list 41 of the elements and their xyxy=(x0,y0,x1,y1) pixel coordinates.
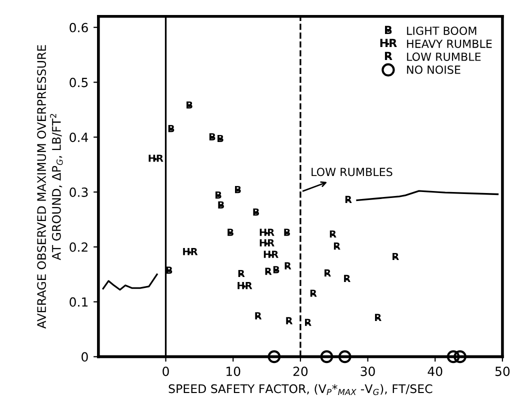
y-tick-label: 0.5 xyxy=(70,78,88,88)
y-axis-title: AVERAGE OBSERVED MAXIMUM OVERPRESSURE AT GROUND, ΔP$_{G}$, LB/FT$^{2}$ xyxy=(37,45,63,329)
y-tick-label: 0.1 xyxy=(70,297,88,307)
annotation: LOW RUMBLES xyxy=(312,168,392,176)
x-tick-label: 0 xyxy=(162,366,169,376)
x-tick-label: 40 xyxy=(428,366,442,376)
data-label: B xyxy=(235,186,241,194)
legend-label: HEAVY RUMBLE xyxy=(407,40,492,48)
data-label: B xyxy=(273,266,280,274)
data-label: B xyxy=(209,133,216,140)
data-label: HR xyxy=(183,248,198,256)
data-label: B xyxy=(186,101,192,109)
data-label: HR xyxy=(148,154,164,162)
x-tick-label: 10 xyxy=(226,366,240,376)
data-label: HR xyxy=(260,239,274,246)
data-label: B xyxy=(218,201,224,208)
y-tick-label: 0.3 xyxy=(70,188,88,197)
text: HR xyxy=(380,38,397,47)
x-axis-title: SPEED SAFETY FACTOR, (V$_{P}$*$_{MAX}$ -V$_{G}$), FT/SEC xyxy=(168,384,432,396)
legend-label: LIGHT BOOM xyxy=(407,26,476,35)
data-label: B xyxy=(228,228,234,236)
x-tick-label: 50 xyxy=(495,366,510,376)
text: R xyxy=(384,52,392,60)
data-label: B xyxy=(284,228,290,236)
data-label: HR xyxy=(260,228,274,236)
text: B xyxy=(385,26,392,34)
y-tick-label: 0 xyxy=(82,352,88,362)
data-label: B xyxy=(253,208,260,216)
y-tick-label: 0.4 xyxy=(70,132,88,142)
data-label: B xyxy=(166,266,172,274)
y-tick-label: 0.6 xyxy=(70,22,88,32)
data-label: B xyxy=(215,191,222,199)
data-label: B xyxy=(217,134,224,142)
legend-label: LOW RUMBLE xyxy=(407,52,481,61)
data-label: HR xyxy=(238,282,252,290)
x-tick-label: 30 xyxy=(360,366,375,376)
x-tick-label: 20 xyxy=(293,366,308,376)
data-label: HR xyxy=(264,250,278,258)
legend-label: NO NOISE xyxy=(407,66,460,74)
y-tick-label: 0.2 xyxy=(70,242,88,252)
data-label: B xyxy=(168,125,174,132)
